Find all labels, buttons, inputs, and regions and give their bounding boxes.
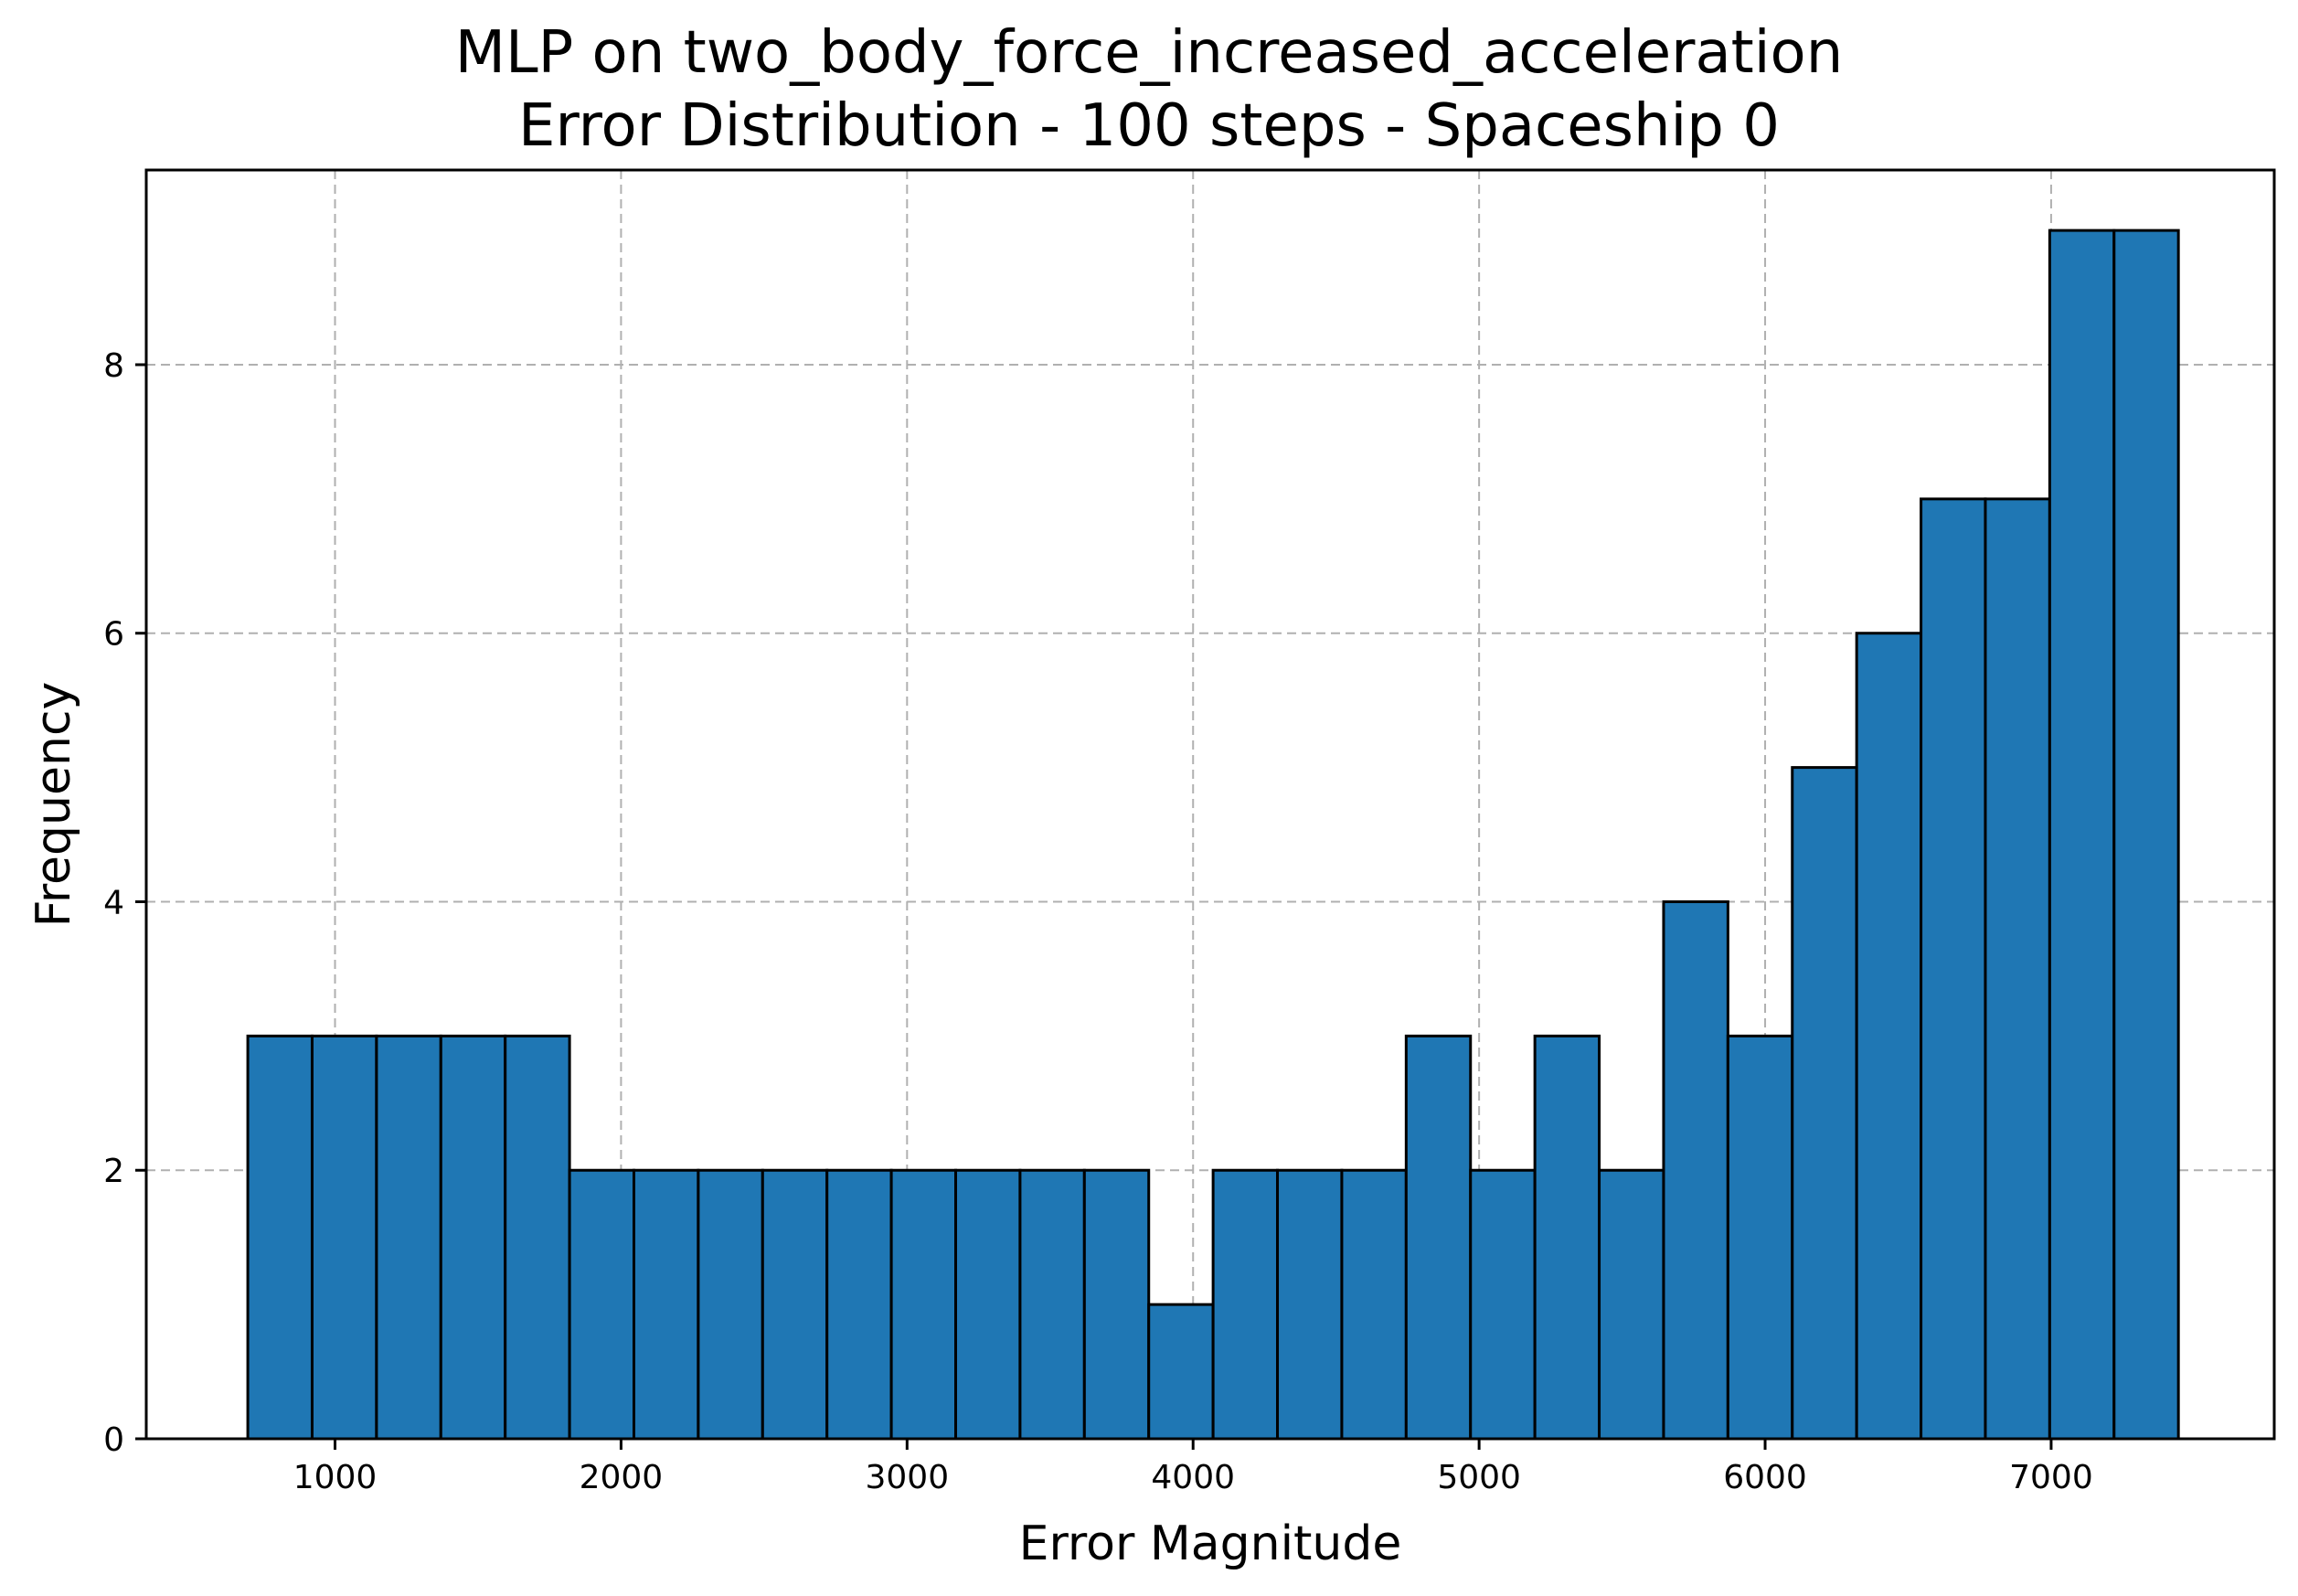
histogram-bars [246,229,2180,1441]
y-axis-label: Frequency [27,682,81,928]
histogram-bar [310,1034,378,1441]
histogram-bar [439,1034,507,1441]
histogram-bar [1726,1034,1794,1441]
histogram-bar [1276,1168,1344,1441]
y-tick-label: 0 [103,1421,124,1459]
x-tick-label: 4000 [1151,1459,1235,1496]
x-tick-label: 2000 [580,1459,664,1496]
histogram-bar [633,1168,700,1441]
x-tick-label: 5000 [1437,1459,1521,1496]
y-tick-label: 4 [103,884,124,921]
histogram-bar [246,1034,314,1441]
y-tick-label: 6 [103,616,124,654]
histogram-bar [1147,1303,1215,1441]
histogram-bar [697,1168,764,1441]
histogram-bar [1533,1034,1601,1441]
histogram-bar [1598,1168,1665,1441]
histogram-bar [2048,229,2116,1441]
histogram-bar [954,1168,1022,1441]
x-tick-label: 3000 [866,1459,950,1496]
histogram-bar [1791,766,1858,1441]
chart-title-line-2: Error Distribution - 100 steps - Spacesh… [518,92,1780,160]
histogram-bar [1211,1168,1280,1441]
histogram-bar [825,1168,893,1441]
histogram-bar [1018,1168,1086,1441]
histogram-bar [504,1034,571,1441]
histogram-bar [1984,497,2051,1441]
y-tick-label: 2 [103,1153,124,1190]
histogram-bar [889,1168,958,1441]
histogram-bar [2112,229,2180,1441]
histogram-bar [761,1168,829,1441]
x-axis-label: Error Magnitude [1019,1516,1402,1571]
histogram-bar [1082,1168,1151,1441]
histogram-bar [1404,1034,1473,1441]
x-tick-label: 7000 [2009,1459,2093,1496]
ticks: 1000 2000 3000 4000 5000 6000 7000 0 2 4 6 8 [103,347,2093,1496]
y-tick-label: 8 [103,347,124,385]
histogram-bar [1469,1168,1537,1441]
histogram-bar [1662,899,1729,1441]
histogram-bar [1920,497,1987,1441]
x-tick-label: 6000 [1723,1459,1807,1496]
axes-frame [144,168,2276,1441]
histogram-bar [1855,632,1923,1441]
x-tick-label: 1000 [293,1459,378,1496]
chart-title-line-1: MLP on two_body_force_increased_accelera… [454,19,1844,87]
histogram-bar [375,1034,442,1441]
histogram-bar [1340,1168,1408,1441]
histogram-bar [568,1168,636,1441]
